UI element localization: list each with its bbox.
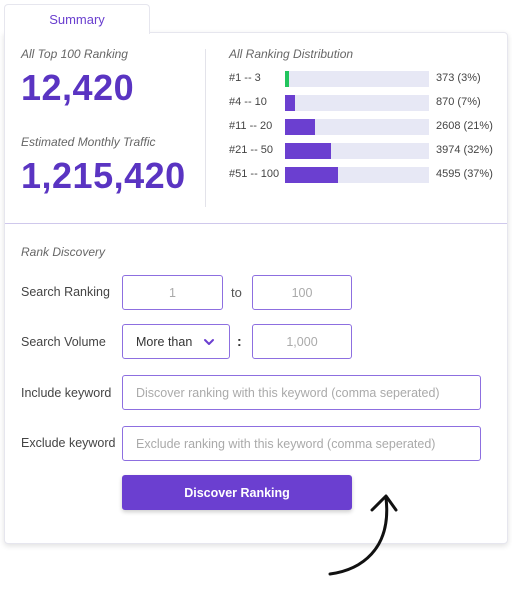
include-keyword-label: Include keyword bbox=[21, 386, 112, 400]
distribution-title: All Ranking Distribution bbox=[229, 47, 354, 61]
traffic-label: Estimated Monthly Traffic bbox=[21, 135, 156, 149]
distribution-count: 870 (7%) bbox=[436, 96, 481, 108]
distribution-bar-fill bbox=[285, 119, 316, 135]
volume-separator: : bbox=[237, 333, 242, 349]
search-volume-label: Search Volume bbox=[21, 335, 106, 349]
distribution-count: 3974 (32%) bbox=[436, 144, 493, 156]
distribution-bar-fill bbox=[285, 143, 332, 159]
section-divider bbox=[5, 223, 507, 224]
summary-section: All Top 100 Ranking 12,420 Estimated Mon… bbox=[5, 33, 507, 223]
tab-summary-label: Summary bbox=[49, 12, 105, 27]
volume-comparator-value: More than bbox=[136, 334, 193, 349]
curved-arrow-icon bbox=[328, 494, 398, 576]
ranking-from-input[interactable]: 1 bbox=[122, 275, 223, 310]
distribution-row: #11 -- 20 2608 (21%) bbox=[229, 119, 499, 135]
discover-ranking-button[interactable]: Discover Ranking bbox=[122, 475, 352, 510]
chevron-down-icon bbox=[204, 339, 214, 345]
distribution-range: #11 -- 20 bbox=[229, 120, 273, 132]
search-ranking-label: Search Ranking bbox=[21, 285, 110, 299]
vertical-divider bbox=[205, 49, 206, 207]
distribution-range: #1 -- 3 bbox=[229, 72, 261, 84]
summary-card: All Top 100 Ranking 12,420 Estimated Mon… bbox=[4, 32, 508, 544]
distribution-bar-track bbox=[285, 143, 429, 159]
distribution-bar-track bbox=[285, 167, 429, 183]
distribution-count: 2608 (21%) bbox=[436, 120, 493, 132]
distribution-bar-track bbox=[285, 119, 429, 135]
distribution-row: #4 -- 10 870 (7%) bbox=[229, 95, 499, 111]
distribution-row: #51 -- 100 4595 (37%) bbox=[229, 167, 499, 183]
exclude-keyword-label: Exclude keyword bbox=[21, 436, 116, 450]
distribution-range: #21 -- 50 bbox=[229, 144, 274, 156]
distribution-row: #1 -- 3 373 (3%) bbox=[229, 71, 499, 87]
volume-value-input[interactable]: 1,000 bbox=[252, 324, 352, 359]
distribution-bar-fill bbox=[285, 167, 339, 183]
distribution-count: 4595 (37%) bbox=[436, 168, 493, 180]
top100-label: All Top 100 Ranking bbox=[21, 47, 128, 61]
ranking-to-label: to bbox=[231, 285, 242, 300]
distribution-bar-fill bbox=[285, 95, 296, 111]
rank-discovery-title: Rank Discovery bbox=[21, 245, 106, 259]
distribution-bar-track bbox=[285, 71, 429, 87]
exclude-keyword-input[interactable]: Exclude ranking with this keyword (comma… bbox=[122, 426, 481, 461]
tab-summary[interactable]: Summary bbox=[4, 4, 150, 34]
distribution-bar-track bbox=[285, 95, 429, 111]
traffic-value: 1,215,420 bbox=[21, 155, 186, 196]
distribution-range: #51 -- 100 bbox=[229, 168, 280, 180]
ranking-to-input[interactable]: 100 bbox=[252, 275, 352, 310]
distribution-bar-fill bbox=[285, 71, 290, 87]
distribution-count: 373 (3%) bbox=[436, 72, 481, 84]
volume-comparator-select[interactable]: More than bbox=[122, 324, 230, 359]
distribution-row: #21 -- 50 3974 (32%) bbox=[229, 143, 499, 159]
include-keyword-input[interactable]: Discover ranking with this keyword (comm… bbox=[122, 375, 481, 410]
top100-value: 12,420 bbox=[21, 67, 135, 108]
distribution-range: #4 -- 10 bbox=[229, 96, 267, 108]
